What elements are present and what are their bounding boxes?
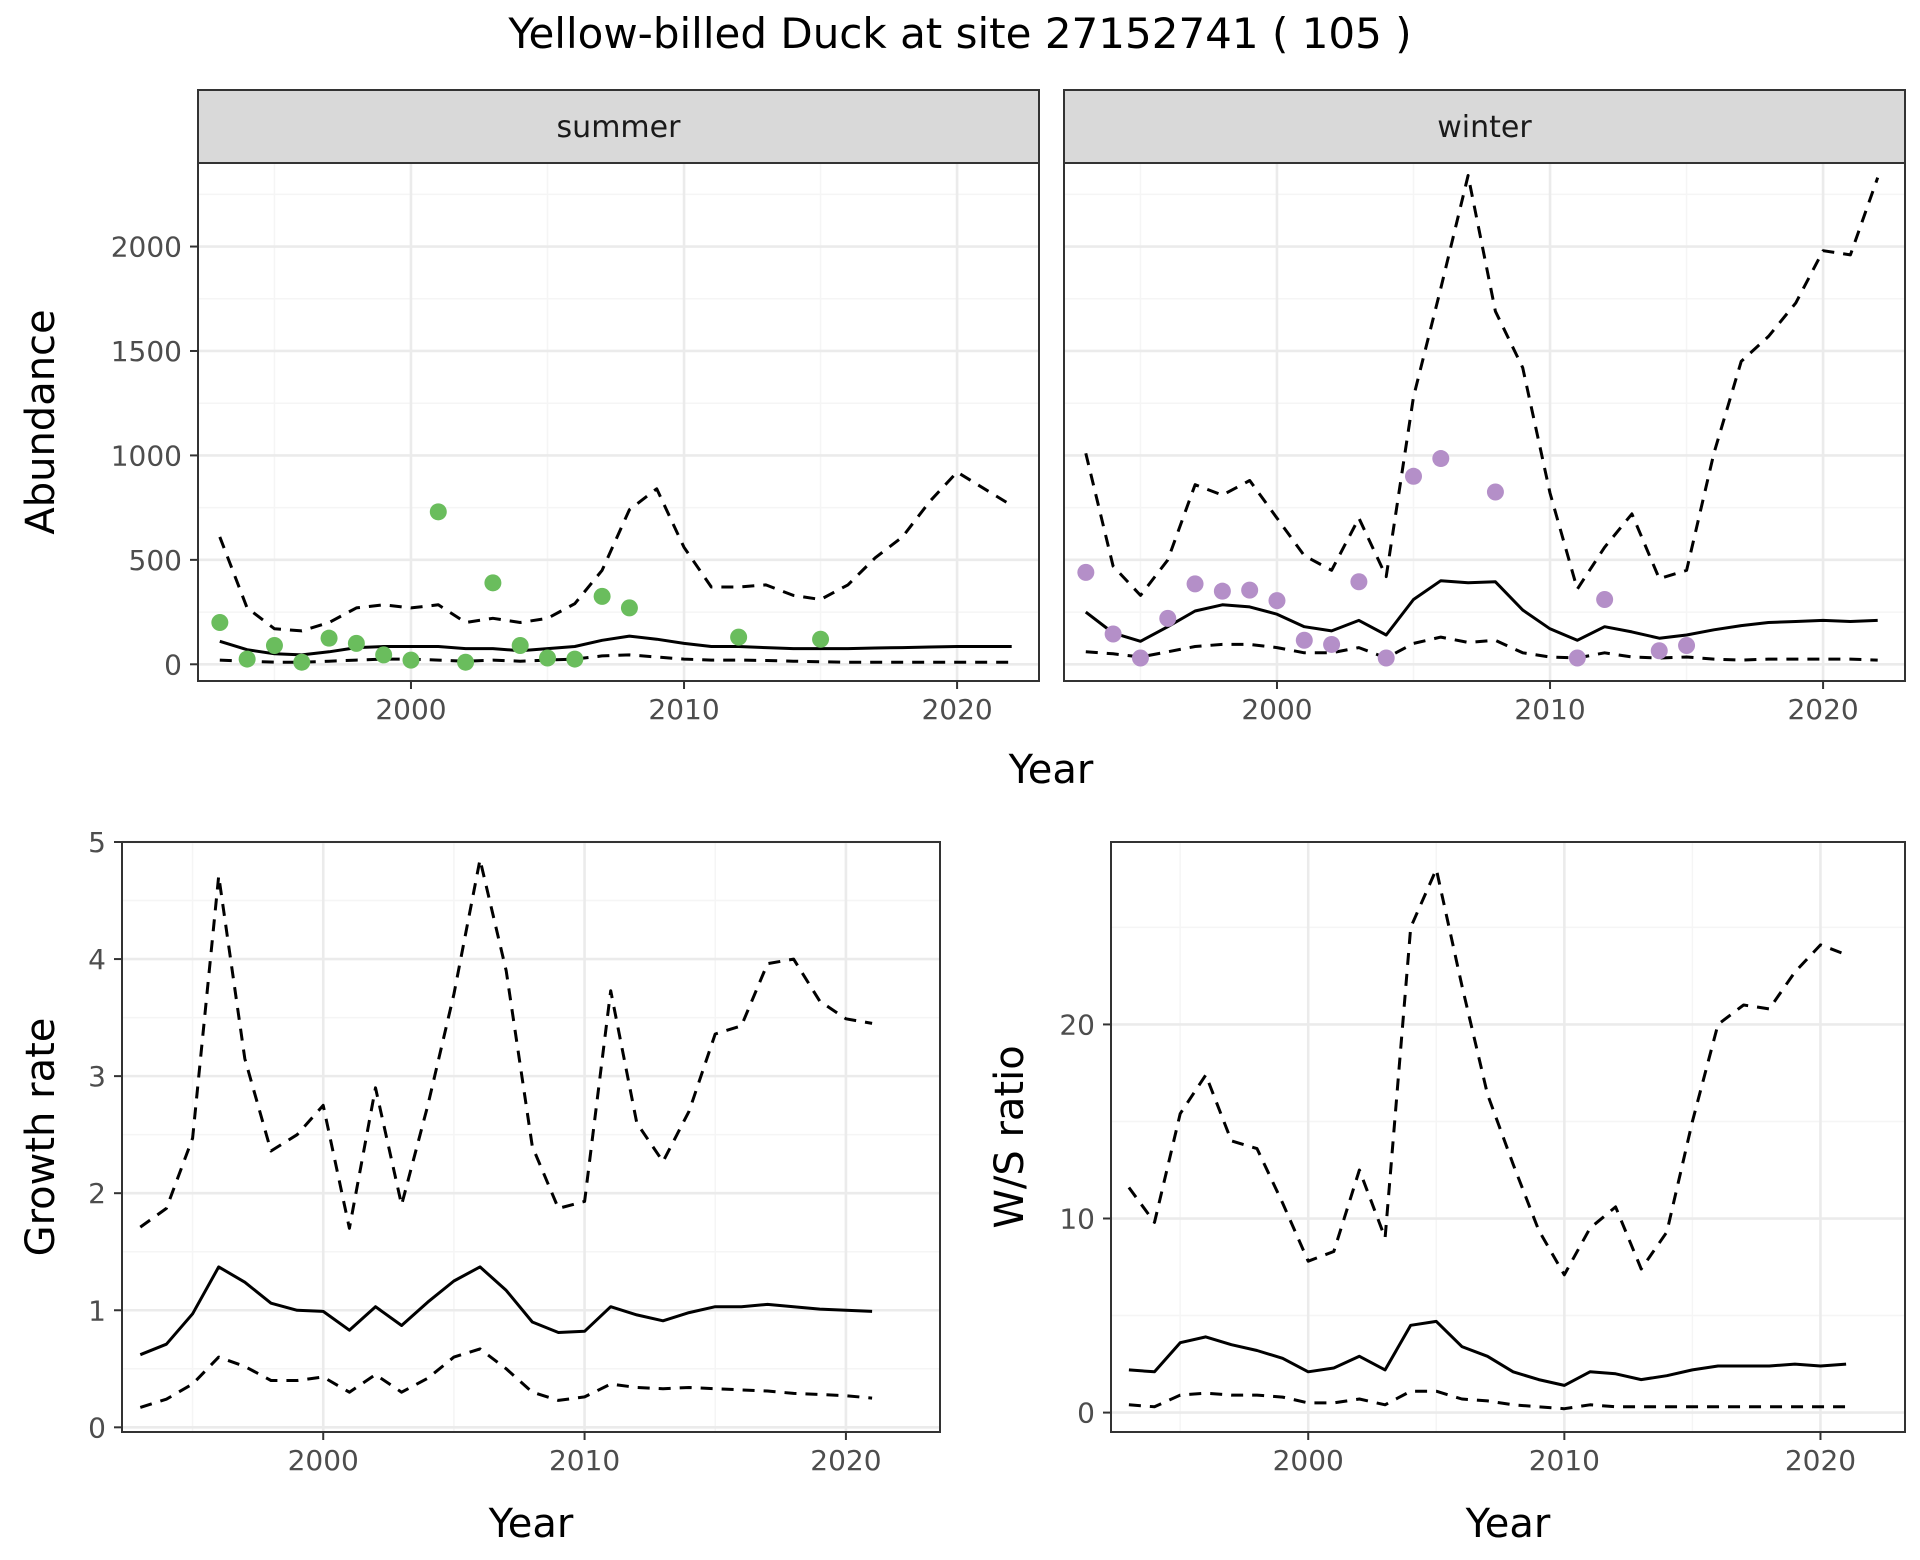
data-point bbox=[265, 636, 283, 654]
x-tick-label: 2010 bbox=[1529, 1444, 1600, 1477]
panel-border bbox=[121, 841, 941, 1433]
data-point bbox=[457, 653, 475, 671]
data-point bbox=[1213, 582, 1231, 600]
figure-title: Yellow-billed Duck at site 27152741 ( 10… bbox=[507, 9, 1411, 58]
y-tick-label: 1 bbox=[88, 1294, 106, 1327]
series-line-lower bbox=[139, 1347, 873, 1409]
series-line-lower bbox=[1128, 1389, 1847, 1411]
data-point bbox=[511, 636, 529, 654]
data-point bbox=[1486, 483, 1504, 501]
data-point bbox=[1104, 625, 1122, 643]
data-point bbox=[1186, 575, 1204, 593]
y-tick-label: 500 bbox=[129, 544, 182, 577]
data-point bbox=[1077, 563, 1095, 581]
y-tick-label: 5 bbox=[88, 826, 106, 859]
data-point bbox=[402, 651, 420, 669]
y-tick-label: 1000 bbox=[111, 439, 182, 472]
x-tick-label: 2000 bbox=[375, 693, 446, 726]
facet-strip-label: summer bbox=[557, 110, 682, 145]
x-tick-label: 2000 bbox=[1273, 1444, 1344, 1477]
series-line-lower bbox=[219, 653, 1012, 664]
y-tick-label: 2000 bbox=[111, 231, 182, 264]
series-line-estimate bbox=[139, 1265, 873, 1357]
panel-border bbox=[1110, 841, 1906, 1433]
ws-ratio-panel: 2000 2010 2020 0 10 20 bbox=[1059, 841, 1906, 1477]
facet-panel-summer: 2000 2010 2020 0 500 1000 1500 2000 summer bbox=[111, 89, 1040, 726]
y-tick-label: 2 bbox=[88, 1177, 106, 1210]
data-point bbox=[211, 614, 229, 632]
series-line-estimate bbox=[1128, 1319, 1847, 1387]
data-point bbox=[347, 634, 365, 652]
x-tick-label: 2020 bbox=[810, 1444, 881, 1477]
data-point bbox=[1596, 591, 1614, 609]
x-tick-label: 2000 bbox=[1241, 693, 1312, 726]
data-point bbox=[593, 587, 611, 605]
series-line-lower bbox=[1085, 635, 1878, 662]
series-line-upper bbox=[139, 858, 873, 1230]
y-tick-label: 0 bbox=[1077, 1397, 1095, 1430]
x-tick-label: 2020 bbox=[1785, 1444, 1856, 1477]
data-point bbox=[1678, 636, 1696, 654]
y-tick-label: 10 bbox=[1059, 1203, 1095, 1236]
y-tick-label: 0 bbox=[164, 648, 182, 681]
x-tick-label: 2020 bbox=[921, 693, 992, 726]
data-point bbox=[1650, 642, 1668, 660]
x-axis-title-ratio: Year bbox=[1465, 1501, 1551, 1547]
data-point bbox=[375, 646, 393, 664]
data-point bbox=[1268, 592, 1286, 610]
data-point bbox=[566, 650, 584, 668]
y-tick-label: 4 bbox=[88, 943, 106, 976]
y-axis-title-ratio: W/S ratio bbox=[987, 1045, 1033, 1228]
series-line-upper bbox=[1084, 174, 1880, 597]
data-point bbox=[1432, 450, 1450, 468]
data-point bbox=[620, 599, 638, 617]
series-line-estimate bbox=[1084, 579, 1878, 643]
facet-strip bbox=[1063, 89, 1906, 164]
data-point bbox=[1159, 609, 1177, 627]
data-point bbox=[1405, 467, 1423, 485]
data-point bbox=[1568, 649, 1586, 667]
facet-strip-label: winter bbox=[1437, 110, 1532, 145]
growth-rate-panel: 2000 2010 2020 0 1 2 3 4 5 bbox=[88, 826, 941, 1477]
y-tick-label: 0 bbox=[88, 1411, 106, 1444]
data-point bbox=[238, 650, 256, 668]
y-axis-title-abundance: Abundance bbox=[18, 309, 64, 534]
data-point bbox=[730, 628, 748, 646]
y-tick-label: 1500 bbox=[111, 335, 182, 368]
x-tick-label: 2010 bbox=[549, 1444, 620, 1477]
y-tick-label: 3 bbox=[88, 1060, 106, 1093]
series-line-upper bbox=[1127, 867, 1847, 1277]
data-point bbox=[1295, 631, 1313, 649]
x-tick-label: 2020 bbox=[1787, 693, 1858, 726]
data-point bbox=[320, 629, 338, 647]
y-axis-title-growth: Growth rate bbox=[18, 1018, 64, 1257]
data-point bbox=[812, 630, 830, 648]
data-point bbox=[293, 653, 311, 671]
data-point bbox=[429, 503, 447, 521]
data-point bbox=[1350, 573, 1368, 591]
x-tick-label: 2000 bbox=[288, 1444, 359, 1477]
data-point bbox=[1131, 649, 1149, 667]
x-axis-title-growth: Year bbox=[488, 1501, 574, 1547]
data-point bbox=[484, 574, 502, 592]
x-tick-label: 2010 bbox=[648, 693, 719, 726]
data-point bbox=[1323, 635, 1341, 653]
y-tick-label: 20 bbox=[1059, 1008, 1095, 1041]
facet-panel-winter: 2000 2010 2020 winter bbox=[1063, 89, 1906, 726]
series-line-upper bbox=[218, 470, 1013, 633]
x-tick-label: 2010 bbox=[1514, 693, 1585, 726]
data-point bbox=[1377, 649, 1395, 667]
facet-strip bbox=[197, 89, 1040, 164]
data-point bbox=[1241, 581, 1259, 599]
data-point bbox=[539, 649, 557, 667]
x-axis-title-abundance: Year bbox=[1008, 747, 1094, 793]
